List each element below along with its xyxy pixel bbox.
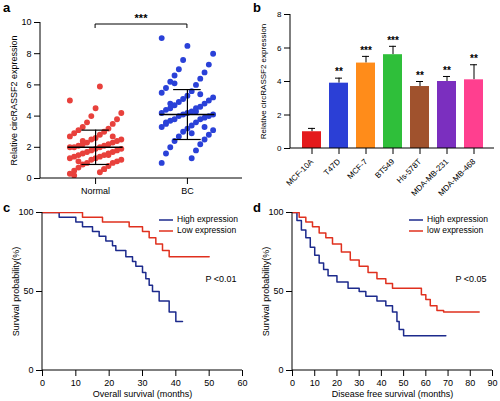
svg-text:100: 100: [268, 207, 283, 217]
svg-text:BT549: BT549: [373, 157, 396, 180]
svg-text:0: 0: [290, 378, 295, 388]
html-text:Low expression: Low expression: [177, 225, 237, 235]
svg-text:2: 2: [277, 111, 282, 120]
svg-text:6: 6: [26, 80, 31, 90]
svg-text:20: 20: [104, 378, 114, 388]
svg-text:6: 6: [277, 44, 282, 53]
svg-text:Hs-578T: Hs-578T: [395, 157, 424, 186]
svg-text:Survival probability(%): Survival probability(%): [11, 247, 21, 337]
svg-text:0: 0: [26, 173, 31, 183]
svg-text:80: 80: [465, 378, 475, 388]
svg-text:T47D: T47D: [322, 157, 342, 177]
html-text:low expression: low expression: [427, 225, 484, 235]
svg-text:MCF-7: MCF-7: [346, 157, 370, 181]
svg-text:10: 10: [310, 378, 320, 388]
svg-text:30: 30: [137, 378, 147, 388]
svg-text:50: 50: [399, 378, 409, 388]
svg-text:MDA-MB-231: MDA-MB-231: [409, 157, 451, 198]
svg-text:P <0.01: P <0.01: [205, 274, 236, 284]
svg-text:4: 4: [277, 77, 282, 86]
svg-text:40: 40: [171, 378, 181, 388]
svg-text:50: 50: [23, 286, 33, 296]
html-text:b: b: [253, 0, 261, 15]
svg-text:30: 30: [354, 378, 364, 388]
svg-text:4: 4: [26, 111, 31, 121]
svg-text:MCF-10A: MCF-10A: [285, 157, 316, 188]
svg-text:90: 90: [487, 378, 497, 388]
svg-text:**: **: [335, 66, 343, 77]
html-text:c: c: [3, 200, 11, 215]
svg-text:**: **: [470, 53, 478, 64]
html-text:d: d: [253, 200, 261, 215]
svg-text:10: 10: [71, 378, 81, 388]
svg-text:0: 0: [40, 378, 45, 388]
svg-text:50: 50: [204, 378, 214, 388]
svg-text:***: ***: [360, 45, 372, 56]
svg-text:20: 20: [332, 378, 342, 388]
svg-text:0: 0: [28, 365, 33, 375]
svg-text:Overall survival (months): Overall survival (months): [93, 389, 193, 399]
html-text:High expression: High expression: [177, 214, 238, 224]
svg-text:***: ***: [387, 35, 399, 46]
svg-text:P <0.05: P <0.05: [455, 274, 486, 284]
svg-text:Disease free survival (months): Disease free survival (months): [332, 389, 454, 399]
svg-text:60: 60: [237, 378, 247, 388]
svg-text:***: ***: [135, 12, 149, 24]
svg-text:**: **: [416, 70, 424, 81]
svg-text:0: 0: [277, 144, 282, 153]
svg-text:BC: BC: [181, 186, 194, 196]
svg-text:**: **: [443, 65, 451, 76]
svg-text:8: 8: [26, 49, 31, 59]
svg-text:40: 40: [376, 378, 386, 388]
svg-text:8: 8: [277, 10, 282, 19]
svg-text:0: 0: [278, 365, 283, 375]
svg-text:60: 60: [421, 378, 431, 388]
svg-text:Relative circRASSF2 expression: Relative circRASSF2 expression: [9, 35, 19, 165]
html-text:a: a: [3, 0, 11, 15]
html-text:High expression: High expression: [427, 214, 488, 224]
svg-text:2: 2: [26, 142, 31, 152]
svg-text:10: 10: [21, 17, 31, 27]
svg-text:MDA-MB-468: MDA-MB-468: [437, 157, 478, 198]
svg-text:70: 70: [443, 378, 453, 388]
svg-text:100: 100: [18, 207, 33, 217]
svg-text:Normal: Normal: [81, 186, 110, 196]
svg-text:Survival probability(%): Survival probability(%): [261, 247, 271, 337]
svg-text:50: 50: [273, 286, 283, 296]
svg-text:Relative circRASSF2 expression: Relative circRASSF2 expression: [259, 24, 268, 140]
